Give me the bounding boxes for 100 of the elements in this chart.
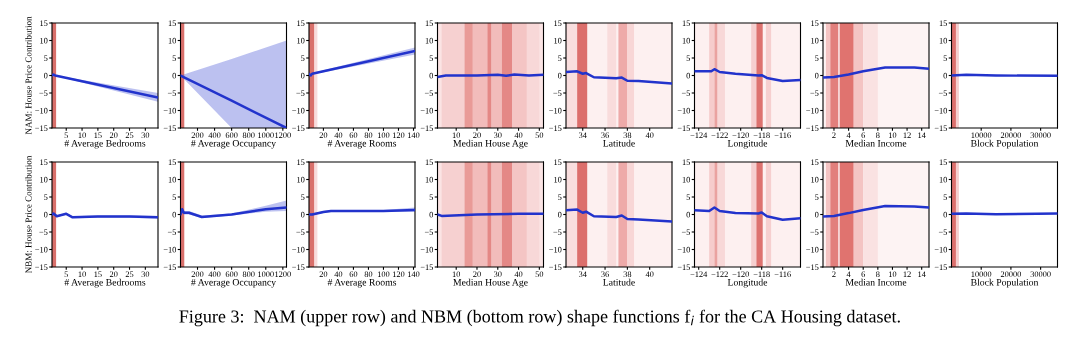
y-tick-label: −10 xyxy=(35,246,48,253)
y-tick-label: −5 xyxy=(296,90,305,96)
y-tick-label: −15 xyxy=(806,125,819,131)
x-tick-label: −118 xyxy=(753,132,770,139)
y-tick-label: 15 xyxy=(682,159,691,165)
y-tick-label: 0 xyxy=(686,211,691,218)
x-tick-label: −118 xyxy=(753,271,770,278)
y-tick-label: 15 xyxy=(425,20,434,26)
y-tick-label: 15 xyxy=(554,159,562,165)
x-tick-label: 120 xyxy=(392,132,405,139)
y-tick-label: −15 xyxy=(934,125,948,131)
x-tick-label: 30000 xyxy=(1030,132,1051,139)
x-tick-label: −122 xyxy=(711,132,728,138)
x-tick-label: 10 xyxy=(889,271,897,278)
x-tick-label: 10000 xyxy=(971,132,992,139)
x-tick-label: 30 xyxy=(141,132,150,139)
y-tick-label: −15 xyxy=(420,264,434,270)
y-tick-label: −10 xyxy=(163,107,177,114)
y-tick-label: 5 xyxy=(943,194,948,200)
x-tick-label: 2 xyxy=(832,271,836,277)
x-tick-label: 5 xyxy=(64,271,68,278)
y-tick-label: 15 xyxy=(811,159,819,165)
y-tick-label: 15 xyxy=(168,20,177,26)
x-tick-label: 1000 xyxy=(258,271,274,278)
y-tick-label: −5 xyxy=(424,90,434,96)
x-tick-label: −124 xyxy=(690,271,708,277)
y-tick-label: 10 xyxy=(554,37,562,44)
y-tick-label: −15 xyxy=(163,264,177,270)
x-tick-label: 5 xyxy=(64,132,68,139)
x-tick-label: 140 xyxy=(407,132,420,139)
x-tick-label: 20 xyxy=(473,132,481,139)
x-tick-label: 4 xyxy=(846,271,851,277)
y-tick-label: −15 xyxy=(549,264,562,270)
y-tick-label: 10 xyxy=(811,176,819,183)
y-tick-label: 0 xyxy=(814,72,819,79)
y-tick-label: −5 xyxy=(681,90,691,96)
x-tick-label: 50 xyxy=(535,271,544,278)
x-tick-label: 20 xyxy=(473,271,481,278)
x-tick-label: 20000 xyxy=(1000,271,1022,278)
x-tick-label: 800 xyxy=(242,132,255,139)
x-axis-title: Latitude xyxy=(603,278,635,286)
x-tick-label: 400 xyxy=(208,271,221,278)
y-tick-label: 5 xyxy=(943,55,948,61)
y-tick-label: −10 xyxy=(677,107,691,114)
y-tick-label: −5 xyxy=(167,229,177,235)
x-tick-label: 40 xyxy=(334,271,343,278)
y-tick-label: 15 xyxy=(811,20,819,26)
x-tick-label: 40 xyxy=(514,271,523,278)
y-tick-label: 10 xyxy=(425,176,434,183)
x-tick-label: 100 xyxy=(377,271,390,278)
x-axis-title: Block Population xyxy=(970,278,1039,288)
x-tick-label: 30 xyxy=(141,271,150,278)
y-tick-label: −5 xyxy=(424,229,434,235)
y-tick-label: −5 xyxy=(810,229,819,235)
y-tick-label: 15 xyxy=(425,159,434,165)
y-tick-label: −15 xyxy=(549,125,562,131)
x-tick-label: 25 xyxy=(125,132,134,139)
x-tick-label: 10 xyxy=(452,132,461,139)
x-tick-label: −124 xyxy=(690,132,708,138)
x-tick-label: 120 xyxy=(392,271,405,278)
y-tick-label: −10 xyxy=(806,246,819,253)
x-tick-label: 10 xyxy=(78,271,86,278)
x-tick-label: 10 xyxy=(78,132,86,139)
y-axis-title: NBM: House Price Contribution xyxy=(25,155,32,274)
x-tick-label: 14 xyxy=(918,132,926,138)
x-tick-label: 14 xyxy=(918,271,926,277)
y-tick-label: 0 xyxy=(943,72,948,79)
y-tick-label: −10 xyxy=(163,246,177,253)
y-tick-label: 15 xyxy=(40,20,48,26)
x-tick-label: 38 xyxy=(623,271,632,278)
x-tick-label: 25 xyxy=(125,271,134,278)
y-tick-label: 0 xyxy=(557,72,562,79)
x-tick-label: 20 xyxy=(109,132,118,139)
y-tick-label: 15 xyxy=(939,159,948,165)
x-tick-label: 80 xyxy=(364,132,373,139)
y-tick-label: −10 xyxy=(420,246,434,253)
x-tick-label: 60 xyxy=(349,132,358,139)
y-tick-label: 10 xyxy=(811,37,819,44)
y-tick-label: −15 xyxy=(35,264,48,270)
x-tick-label: 10000 xyxy=(971,271,992,278)
y-tick-label: −5 xyxy=(681,229,691,235)
y-tick-label: −5 xyxy=(938,90,948,96)
y-tick-label: −15 xyxy=(677,264,691,270)
y-tick-label: 5 xyxy=(558,194,562,200)
x-tick-label: 40 xyxy=(334,132,343,139)
y-tick-label: −10 xyxy=(420,107,434,114)
x-axis-title: Median Income xyxy=(845,278,907,286)
y-tick-label: −5 xyxy=(938,229,948,235)
y-tick-label: 10 xyxy=(297,37,305,44)
y-tick-label: 5 xyxy=(44,55,48,61)
x-tick-label: 12 xyxy=(903,271,911,277)
x-tick-label: 600 xyxy=(225,271,238,278)
x-tick-label: −116 xyxy=(774,132,791,139)
y-tick-label: −15 xyxy=(292,125,305,131)
x-tick-label: 400 xyxy=(208,132,221,139)
x-tick-label: 200 xyxy=(191,132,204,139)
x-axis-title: # Average Occupancy xyxy=(191,279,277,288)
y-tick-label: 5 xyxy=(686,55,691,61)
x-tick-label: 50 xyxy=(535,132,544,139)
x-tick-label: 200 xyxy=(191,271,204,278)
